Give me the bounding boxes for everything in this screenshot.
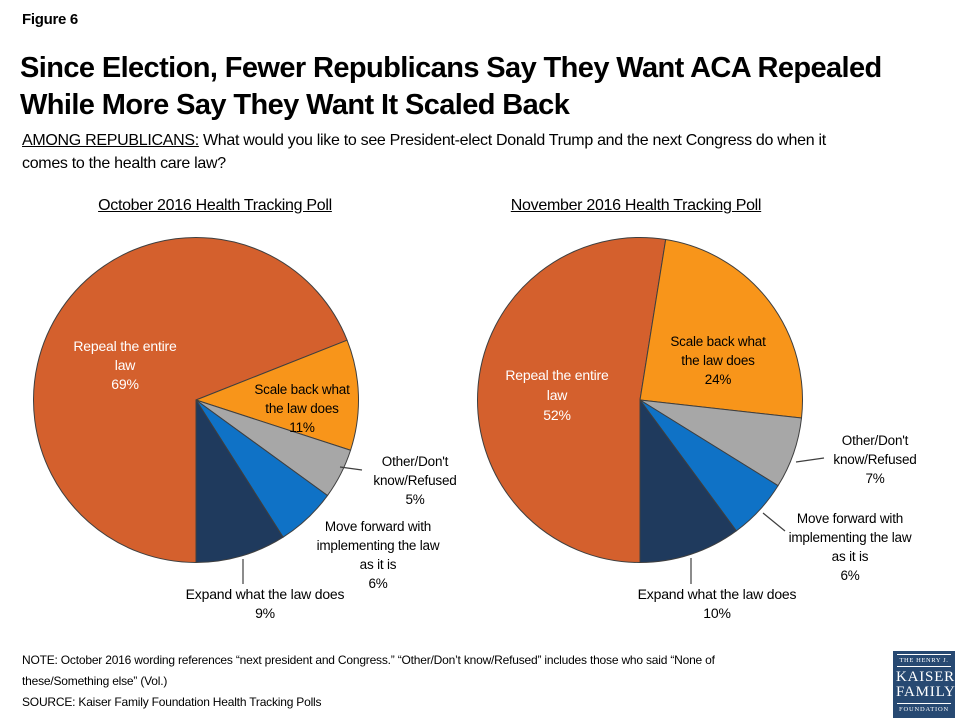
label-october-repeal: Repeal the entire law 69% (73, 338, 177, 392)
logo-rule-top (897, 654, 951, 655)
kff-logo: THE HENRY J. KAISER FAMILY FOUNDATION (893, 651, 955, 718)
logo-text-top: THE HENRY J. (899, 657, 949, 664)
note-line-1: NOTE: October 2016 wording references “n… (22, 653, 715, 667)
logo-text-kaiser: KAISER (896, 669, 955, 685)
logo-text-foundation: FOUNDATION (899, 706, 949, 713)
chart-title-october: October 2016 Health Tracking Poll (98, 197, 332, 214)
note-source-block: NOTE: October 2016 wording references “n… (22, 650, 887, 713)
page-title: Since Election, Fewer Republicans Say Th… (20, 52, 882, 121)
label-november-move-forward: Move forward with implementing the law a… (788, 511, 912, 583)
logo-rule-mid (897, 666, 951, 667)
label-october-other: Other/Don't know/Refused 5% (373, 454, 457, 507)
label-november-scale-back: Scale back what the law does 24% (670, 334, 766, 387)
subtitle-line2: comes to the health care law? (22, 155, 226, 172)
note-line-2: these/Something else” (Vol.) (22, 674, 168, 688)
subtitle-line1: What would you like to see President-ele… (198, 132, 826, 149)
source-line: SOURCE: Kaiser Family Foundation Health … (22, 695, 322, 709)
label-october-expand: Expand what the law does 9% (185, 586, 345, 621)
subtitle: AMONG REPUBLICANS: What would you like t… (22, 129, 952, 175)
figure-label: Figure 6 (22, 11, 78, 28)
pie-slice-october-expand (195, 399, 284, 563)
label-november-repeal: Repeal the entire law 52% (505, 367, 609, 423)
label-october-scale-back: Scale back what the law does 11% (254, 382, 350, 435)
pie-slice-october-repeal (33, 237, 348, 563)
pie-chart-october (33, 237, 360, 563)
logo-text-family: FAMILY (896, 684, 956, 700)
pie-slice-november-repeal (477, 237, 667, 563)
label-november-other: Other/Don't know/Refused 7% (833, 433, 917, 486)
pie-slice-october-scale-back (195, 339, 360, 451)
logo-rule-bottom (897, 703, 951, 704)
label-november-expand: Expand what the law does 10% (637, 586, 797, 621)
chart-title-november: November 2016 Health Tracking Poll (510, 197, 762, 214)
pie-slice-november-expand (639, 399, 737, 563)
pie-chart-november (477, 237, 803, 563)
pie-slice-november-scale-back (639, 239, 803, 419)
label-october-move-forward: Move forward with implementing the law a… (316, 519, 440, 591)
subtitle-prefix: AMONG REPUBLICANS: (22, 132, 199, 149)
